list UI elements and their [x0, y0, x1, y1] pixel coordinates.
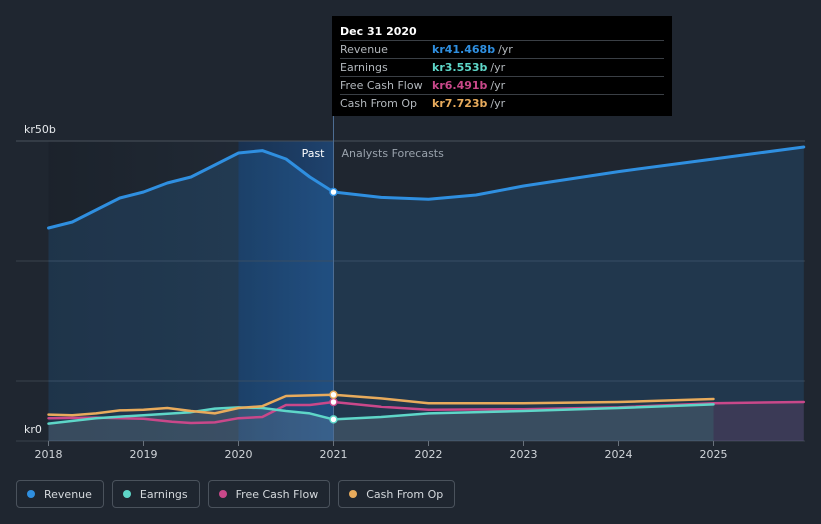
legend-dot-icon [27, 490, 35, 498]
revenue-line [47, 145, 806, 230]
free-cash-flow-line [47, 400, 806, 425]
cash-from-op-line [47, 393, 715, 417]
legend-item-cash-from-op[interactable]: Cash From Op [338, 480, 456, 508]
x-tick-label: 2019 [130, 448, 158, 461]
x-tick-label: 2025 [700, 448, 728, 461]
tooltip-date: Dec 31 2020 [340, 25, 417, 38]
tooltip-row-cash-from-op: Cash From Op kr7.723b /yr [340, 94, 664, 112]
tooltip-row-earnings: Earnings kr3.553b /yr [340, 58, 664, 76]
tooltip-value: kr6.491b [432, 79, 488, 92]
y-axis-label-bottom: kr0 [24, 423, 42, 436]
earnings-line [47, 403, 715, 425]
legend-label: Revenue [44, 487, 92, 501]
tooltip-unit: /yr [490, 79, 506, 92]
tooltip-row-revenue: Revenue kr41.468b /yr [340, 40, 664, 58]
tooltip-unit: /yr [490, 61, 506, 74]
tooltip-label: Cash From Op [340, 97, 418, 110]
x-tick-label: 2021 [320, 448, 348, 461]
legend-label: Free Cash Flow [235, 487, 319, 501]
legend-label: Earnings [139, 487, 188, 501]
legend-dot-icon [122, 490, 131, 498]
tooltip-value: kr3.553b [432, 61, 488, 74]
legend: Revenue Earnings Free Cash Flow Cash Fro… [16, 480, 456, 508]
legend-item-revenue[interactable]: Revenue [16, 480, 104, 508]
legend-item-free-cash-flow[interactable]: Free Cash Flow [207, 480, 331, 508]
x-tick-label: 2020 [225, 448, 253, 461]
x-tick-label: 2022 [415, 448, 443, 461]
free-cash-flow-marker [329, 397, 338, 407]
tooltip-label: Revenue [340, 43, 388, 56]
legend-dot-icon [349, 490, 358, 498]
x-tick-label: 2023 [510, 448, 538, 461]
legend-item-earnings[interactable]: Earnings [111, 480, 200, 508]
tooltip-label: Free Cash Flow [340, 79, 423, 92]
x-tick-label: 2018 [35, 448, 63, 461]
tooltip: Dec 31 2020 Revenue kr41.468b /yr Earnin… [332, 16, 672, 116]
revenue-marker [329, 187, 338, 197]
x-tick-label: 2024 [605, 448, 633, 461]
tooltip-value: kr7.723b [432, 97, 488, 110]
legend-label: Cash From Op [366, 487, 444, 501]
tooltip-value: kr41.468b [432, 43, 496, 56]
tooltip-unit: /yr [490, 97, 506, 110]
y-axis-label-top: kr50b [24, 123, 56, 136]
tooltip-label: Earnings [340, 61, 388, 74]
cash-from-op-marker [329, 390, 338, 400]
tooltip-unit: /yr [498, 43, 513, 56]
forecast-label: Analysts Forecasts [342, 147, 445, 160]
fcf-tail-area [713, 402, 804, 441]
highlight-year-band [238, 141, 334, 441]
legend-dot-icon [218, 490, 227, 498]
revenue-area [48, 147, 804, 441]
tooltip-row-free-cash-flow: Free Cash Flow kr6.491b /yr [340, 76, 664, 94]
past-label: Past [302, 147, 326, 160]
earnings-marker [329, 415, 338, 424]
